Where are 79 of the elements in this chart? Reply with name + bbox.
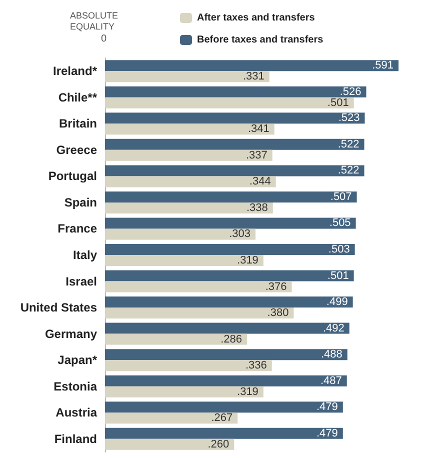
bar [105,244,355,255]
data-label: .503 [328,244,350,256]
bar [105,412,238,424]
data-label: .488 [320,348,342,361]
data-label: .487 [320,374,342,387]
y-tick-label: France [58,222,98,236]
data-label: .522 [338,164,360,177]
data-label: .376 [265,280,287,293]
data-label: .341 [248,123,270,136]
data-label: .319 [237,386,258,398]
y-tick-label: Ireland* [52,64,98,78]
bar [105,176,276,188]
data-label: .337 [246,149,268,162]
y-tick-label: Israel [66,274,97,288]
bar [105,386,264,398]
bar [105,402,343,413]
bar [105,165,364,176]
data-label: .380 [267,307,289,320]
text: ABSOLUTE EQUALITY [70,10,118,32]
bar [105,255,264,266]
bar [105,60,399,72]
text: 0 [101,34,107,44]
legend-label: Before taxes and transfers [197,34,324,46]
legend-label: After taxes and transfers [197,12,316,24]
data-label: .331 [242,70,264,83]
data-label: .501 [327,270,349,282]
data-label: .591 [372,60,394,72]
bar [105,281,292,292]
y-tick-label: Finland [54,432,97,446]
data-label: .526 [340,86,362,98]
bar [105,191,357,202]
data-label: .338 [246,202,268,214]
bar [105,375,347,386]
bar [105,438,234,450]
data-label: .499 [326,296,348,308]
data-label: .492 [322,322,344,334]
bar [105,150,272,161]
data-label: .286 [220,333,242,346]
y-tick-label: Britain [58,116,97,131]
data-label: .505 [329,217,351,230]
y-tick-label: Chile** [58,90,98,104]
y-tick-label: Japan* [58,353,98,368]
bar [105,112,365,124]
data-label: .303 [229,228,250,240]
data-label: .523 [338,112,360,124]
bar [105,322,350,334]
data-label: .336 [245,360,267,372]
y-tick-label: Greece [56,142,98,157]
bar [105,428,343,439]
bar [105,71,270,82]
y-tick-label: United States [20,300,98,315]
data-label: .319 [237,254,258,266]
data-label: .501 [327,96,349,109]
y-tick-label: Spain [64,195,97,210]
y-tick-label: Austria [56,406,98,420]
bar [105,308,294,319]
y-tick-label: Portugal [48,169,97,184]
bar [105,349,348,360]
bar [105,218,356,229]
bar [105,86,366,98]
bar [105,334,248,345]
bar [105,296,353,308]
data-label: .522 [338,138,360,150]
data-label: .344 [249,176,271,188]
bar [105,202,273,214]
data-label: .479 [316,427,338,440]
bar [105,270,354,282]
data-label: .479 [316,401,338,414]
bar [105,360,272,372]
bar [105,124,274,135]
y-tick-label: Germany [44,326,98,341]
bar [105,138,364,150]
data-label: .260 [208,438,230,450]
y-tick-label: Estonia [54,379,98,394]
y-tick-label: Italy [72,248,98,262]
data-label: .267 [211,412,233,424]
data-label: .507 [330,190,352,203]
bar [105,97,354,108]
bar [105,228,256,240]
